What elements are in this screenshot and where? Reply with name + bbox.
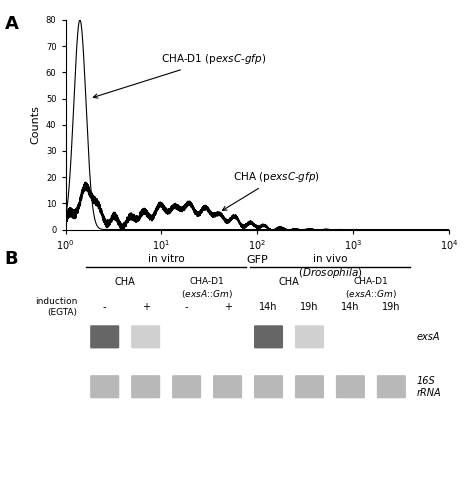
FancyBboxPatch shape (131, 325, 160, 348)
Y-axis label: Counts: Counts (30, 105, 40, 144)
FancyBboxPatch shape (254, 325, 283, 348)
FancyBboxPatch shape (131, 375, 160, 398)
Text: CHA: CHA (278, 277, 300, 287)
Text: in vivo
($Drosophila$): in vivo ($Drosophila$) (298, 254, 362, 280)
Text: induction
(EGTA): induction (EGTA) (35, 297, 77, 316)
Text: in vitro: in vitro (148, 254, 184, 264)
FancyBboxPatch shape (254, 375, 283, 398)
Text: -: - (185, 302, 188, 312)
FancyBboxPatch shape (336, 375, 365, 398)
Text: +: + (142, 302, 150, 312)
FancyBboxPatch shape (90, 375, 119, 398)
Text: CHA (p$exsC$-$gfp$): CHA (p$exsC$-$gfp$) (222, 170, 320, 211)
Text: CHA-D1
($exsA$::$Gm$): CHA-D1 ($exsA$::$Gm$) (181, 277, 233, 300)
Text: 14h: 14h (259, 302, 278, 312)
Text: 19h: 19h (300, 302, 319, 312)
Text: exsA: exsA (417, 332, 440, 342)
FancyBboxPatch shape (90, 325, 119, 348)
Text: 16S
rRNA: 16S rRNA (417, 376, 441, 398)
Text: -: - (103, 302, 106, 312)
Text: CHA: CHA (115, 277, 136, 287)
Text: 19h: 19h (382, 302, 401, 312)
Text: B: B (5, 250, 18, 267)
X-axis label: GFP: GFP (247, 255, 268, 265)
Text: CHA-D1 (p$exsC$-$gfp$): CHA-D1 (p$exsC$-$gfp$) (93, 52, 267, 98)
Text: CHA-D1
($exsA$::$Gm$): CHA-D1 ($exsA$::$Gm$) (345, 277, 397, 300)
Text: A: A (5, 15, 19, 33)
Text: 14h: 14h (341, 302, 360, 312)
Text: +: + (224, 302, 232, 312)
FancyBboxPatch shape (172, 375, 201, 398)
FancyBboxPatch shape (377, 375, 406, 398)
FancyBboxPatch shape (295, 325, 324, 348)
FancyBboxPatch shape (295, 375, 324, 398)
FancyBboxPatch shape (213, 375, 242, 398)
